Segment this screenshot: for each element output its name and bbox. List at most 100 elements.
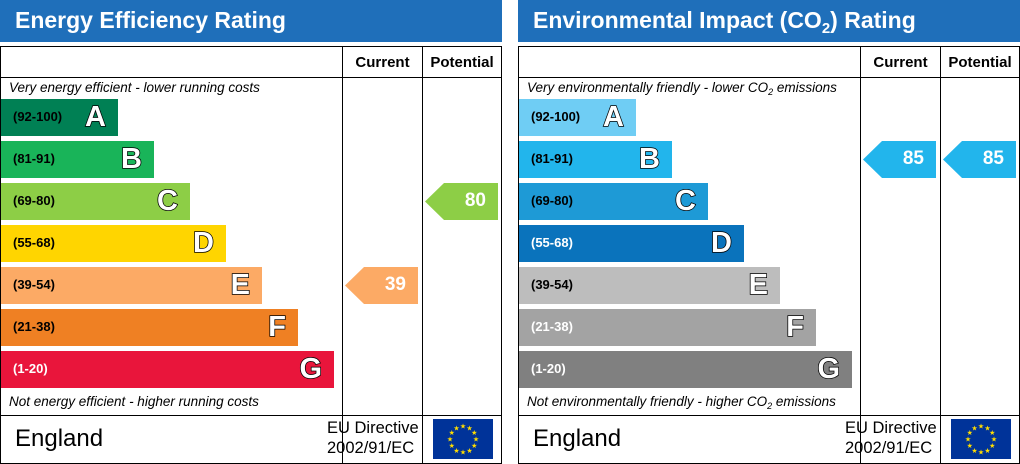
band-range-label: (39-54): [13, 277, 55, 292]
star-icon: ★: [449, 429, 455, 437]
band-range-label: (81-91): [531, 151, 573, 166]
star-icon: ★: [466, 424, 472, 432]
band-letter: E: [748, 268, 769, 302]
band-letter: C: [156, 184, 178, 218]
bottom-note: Not environmentally friendly - higher CO…: [527, 394, 836, 411]
band-letter: D: [192, 226, 214, 260]
star-icon: ★: [965, 436, 971, 444]
star-icon: ★: [447, 436, 453, 444]
rating-band-e: (39-54) E: [1, 267, 262, 304]
energy-efficiency-header: Energy Efficiency Rating: [0, 0, 502, 42]
divider: [1, 415, 501, 416]
star-icon: ★: [449, 442, 455, 450]
band-letter: B: [120, 142, 142, 176]
band-range-label: (92-100): [531, 109, 581, 124]
chart-title: Environmental Impact (CO2) Rating: [533, 7, 916, 37]
star-icon: ★: [473, 436, 479, 444]
eu-flag-icon: ★ ★ ★ ★ ★ ★ ★ ★ ★ ★ ★ ★: [433, 419, 493, 459]
band-letter: C: [674, 184, 696, 218]
bottom-note: Not energy efficient - higher running co…: [9, 394, 259, 409]
current-rating-arrow: 85: [863, 141, 936, 178]
environmental-impact-panel: Environmental Impact (CO2) Rating Curren…: [518, 0, 1020, 464]
chart-frame: Current Potential Very energy efficient …: [0, 46, 502, 464]
star-icon: ★: [984, 447, 990, 455]
eu-directive-label: EU Directive 2002/91/EC: [845, 418, 937, 458]
divider: [519, 415, 1019, 416]
band-letter: F: [786, 310, 805, 344]
star-icon: ★: [989, 442, 995, 450]
eu-flag-icon: ★ ★ ★ ★ ★ ★ ★ ★ ★ ★ ★ ★: [951, 419, 1011, 459]
divider: [860, 47, 861, 463]
column-header-current: Current: [355, 54, 410, 71]
column-header-potential: Potential: [948, 54, 1012, 71]
country-label: England: [533, 425, 622, 452]
rating-band-c: (69-80) C: [519, 183, 708, 220]
band-letter: A: [84, 100, 106, 134]
potential-rating-value: 85: [982, 148, 1004, 169]
band-range-label: (55-68): [531, 235, 573, 250]
divider: [1, 77, 501, 78]
column-header-current: Current: [873, 54, 928, 71]
energy-efficiency-panel: Energy Efficiency Rating Current Potenti…: [0, 0, 502, 464]
star-icon: ★: [466, 447, 472, 455]
band-letter: G: [299, 352, 323, 386]
star-icon: ★: [460, 449, 466, 457]
directive-line: 2002/91/EC: [845, 439, 933, 457]
band-range-label: (92-100): [13, 109, 63, 124]
rating-band-e: (39-54) E: [519, 267, 780, 304]
band-letter: F: [268, 310, 287, 344]
star-icon: ★: [978, 449, 984, 457]
chart-title: Energy Efficiency Rating: [15, 7, 286, 33]
band-letter: A: [602, 100, 624, 134]
star-icon: ★: [978, 423, 984, 431]
star-icon: ★: [984, 424, 990, 432]
band-range-label: (81-91): [13, 151, 55, 166]
star-icon: ★: [991, 436, 997, 444]
star-icon: ★: [967, 429, 973, 437]
rating-band-a: (92-100) A: [519, 99, 636, 136]
rating-band-f: (21-38) F: [519, 309, 816, 346]
environmental-impact-header: Environmental Impact (CO2) Rating: [518, 0, 1020, 42]
current-rating-value: 39: [384, 274, 406, 295]
star-icon: ★: [471, 429, 477, 437]
divider: [519, 77, 1019, 78]
star-icon: ★: [460, 423, 466, 431]
directive-line: EU Directive: [845, 419, 937, 437]
potential-rating-arrow: 85: [943, 141, 1016, 178]
star-icon: ★: [971, 424, 977, 432]
current-rating-arrow: 39: [345, 267, 418, 304]
rating-band-d: (55-68) D: [1, 225, 226, 262]
band-range-label: (69-80): [13, 193, 55, 208]
band-range-label: (1-20): [13, 361, 48, 376]
band-range-label: (55-68): [13, 235, 55, 250]
rating-band-c: (69-80) C: [1, 183, 190, 220]
potential-rating-arrow: 80: [425, 183, 498, 220]
directive-line: 2002/91/EC: [327, 439, 415, 457]
band-range-label: (21-38): [13, 319, 55, 334]
star-icon: ★: [971, 447, 977, 455]
band-letter: D: [710, 226, 732, 260]
eu-directive-label: EU Directive 2002/91/EC: [327, 418, 419, 458]
divider: [940, 47, 941, 463]
top-note: Very environmentally friendly - lower CO…: [527, 80, 837, 97]
rating-band-b: (81-91) B: [1, 141, 154, 178]
band-range-label: (1-20): [531, 361, 566, 376]
rating-band-g: (1-20) G: [519, 351, 852, 388]
divider: [342, 47, 343, 463]
country-label: England: [15, 425, 104, 452]
band-range-label: (39-54): [531, 277, 573, 292]
band-range-label: (69-80): [531, 193, 573, 208]
star-icon: ★: [967, 442, 973, 450]
potential-rating-value: 80: [464, 190, 486, 211]
rating-band-a: (92-100) A: [1, 99, 118, 136]
band-letter: G: [817, 352, 841, 386]
current-rating-value: 85: [902, 148, 924, 169]
band-letter: E: [230, 268, 251, 302]
rating-band-d: (55-68) D: [519, 225, 744, 262]
star-icon: ★: [453, 447, 459, 455]
star-icon: ★: [989, 429, 995, 437]
rating-band-f: (21-38) F: [1, 309, 298, 346]
star-icon: ★: [471, 442, 477, 450]
band-letter: B: [638, 142, 660, 176]
top-note: Very energy efficient - lower running co…: [9, 80, 260, 95]
